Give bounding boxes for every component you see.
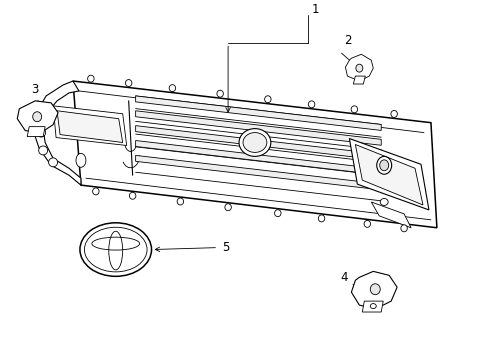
Ellipse shape (87, 75, 94, 82)
Ellipse shape (48, 158, 58, 167)
Ellipse shape (264, 96, 270, 103)
Ellipse shape (350, 106, 357, 113)
Text: 4: 4 (339, 271, 346, 284)
Ellipse shape (380, 198, 387, 206)
Ellipse shape (369, 303, 375, 309)
Ellipse shape (80, 223, 151, 276)
Polygon shape (27, 127, 45, 136)
Polygon shape (135, 156, 381, 190)
Ellipse shape (318, 215, 324, 222)
Ellipse shape (400, 225, 407, 232)
Polygon shape (73, 81, 436, 228)
Ellipse shape (308, 101, 314, 108)
Polygon shape (135, 140, 381, 175)
Ellipse shape (364, 220, 370, 228)
Polygon shape (353, 76, 365, 84)
Ellipse shape (243, 132, 266, 152)
Ellipse shape (125, 80, 132, 86)
Polygon shape (355, 144, 422, 205)
Ellipse shape (44, 111, 54, 120)
Polygon shape (135, 96, 381, 130)
Ellipse shape (129, 192, 136, 199)
Ellipse shape (92, 188, 99, 195)
Ellipse shape (33, 112, 41, 122)
Ellipse shape (177, 198, 183, 205)
Polygon shape (135, 111, 381, 145)
Polygon shape (33, 81, 81, 185)
Ellipse shape (39, 146, 47, 155)
Polygon shape (53, 106, 126, 145)
Polygon shape (17, 101, 58, 132)
Polygon shape (135, 126, 381, 160)
Polygon shape (362, 301, 383, 312)
Polygon shape (349, 139, 428, 210)
Polygon shape (57, 111, 122, 143)
Ellipse shape (217, 90, 223, 97)
Text: 2: 2 (344, 34, 351, 47)
Ellipse shape (369, 284, 380, 295)
Ellipse shape (274, 210, 281, 217)
Ellipse shape (76, 153, 86, 167)
Ellipse shape (224, 204, 231, 211)
Text: 5: 5 (222, 241, 229, 254)
Polygon shape (370, 202, 410, 228)
Ellipse shape (169, 85, 175, 91)
Text: 1: 1 (311, 3, 319, 16)
Ellipse shape (355, 64, 362, 72)
Text: 3: 3 (31, 83, 39, 96)
Ellipse shape (376, 156, 391, 174)
Ellipse shape (239, 129, 270, 156)
Ellipse shape (37, 128, 45, 137)
Polygon shape (345, 54, 372, 81)
Polygon shape (351, 271, 396, 309)
Ellipse shape (379, 160, 388, 171)
Ellipse shape (390, 111, 397, 117)
